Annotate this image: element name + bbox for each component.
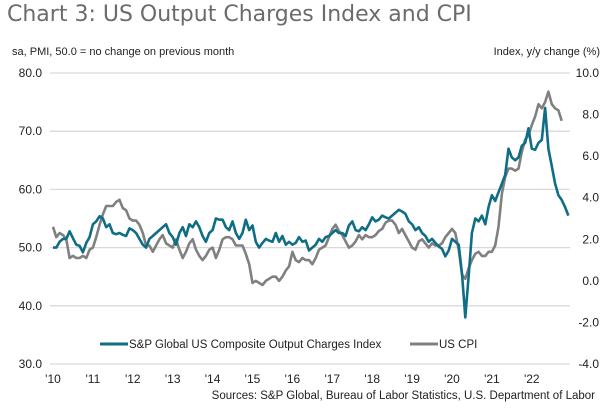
right-tick-label: -4.0 (578, 357, 599, 371)
left-tick-label: 80.0 (19, 66, 43, 80)
x-tick-label: '13 (165, 372, 181, 386)
legend-label-us-cpi: US CPI (439, 339, 477, 351)
right-tick-label: 4.0 (582, 191, 599, 205)
x-tick-label: '19 (404, 372, 420, 386)
right-tick-label: 10.0 (576, 66, 600, 80)
x-tick-label: '22 (524, 372, 540, 386)
left-tick-label: 70.0 (19, 124, 43, 138)
right-tick-label: 0.0 (582, 274, 599, 288)
right-tick-label: -2.0 (578, 315, 599, 329)
series-line-us-cpi (51, 90, 563, 287)
x-tick-label: '18 (364, 372, 380, 386)
left-tick-label: 40.0 (19, 299, 43, 313)
series-line-output-charges (53, 106, 570, 319)
right-tick-label: 6.0 (582, 149, 599, 163)
left-tick-label: 50.0 (19, 241, 43, 255)
right-axis-label: Index, y/y change (%) (493, 46, 600, 58)
x-tick-label: '14 (205, 372, 221, 386)
left-tick-label: 60.0 (19, 182, 43, 196)
x-tick-label: '16 (285, 372, 301, 386)
source-note: Sources: S&P Global, Bureau of Labor Sta… (211, 390, 595, 402)
legend-label-output-charges: S&P Global US Composite Output Charges I… (129, 339, 382, 351)
x-tick-label: '15 (245, 372, 261, 386)
x-tick-label: '20 (444, 372, 460, 386)
x-tick-label: '17 (324, 372, 340, 386)
left-axis-label: sa, PMI, 50.0 = no change on previous mo… (12, 46, 235, 58)
left-tick-label: 30.0 (19, 357, 43, 371)
right-tick-label: 8.0 (582, 108, 599, 122)
x-tick-label: '21 (484, 372, 500, 386)
chart-title: Chart 3: US Output Charges Index and CPI (7, 2, 472, 27)
x-tick-label: '10 (45, 372, 61, 386)
legend: S&P Global US Composite Output Charges I… (100, 339, 477, 351)
x-tick-label: '12 (125, 372, 141, 386)
right-tick-label: 2.0 (582, 232, 599, 246)
x-tick-label: '11 (86, 372, 101, 386)
